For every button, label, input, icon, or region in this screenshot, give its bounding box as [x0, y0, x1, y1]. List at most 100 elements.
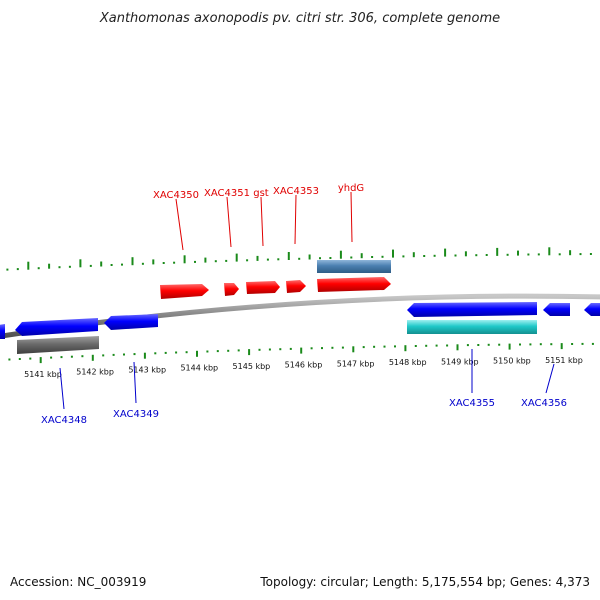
label-XAC4353[interactable]: XAC4353 — [273, 186, 319, 197]
label-XAC4351[interactable]: XAC4351 — [204, 188, 250, 199]
gene-gst[interactable] — [246, 281, 280, 294]
upper-tick — [27, 261, 30, 270]
upper-tick — [579, 253, 582, 256]
gene-XAC4353[interactable] — [286, 280, 306, 293]
lower-tick — [300, 347, 303, 354]
lower-tick — [519, 343, 521, 346]
scale-label: 5141 kbp — [24, 370, 62, 379]
lower-tick — [216, 350, 219, 353]
lower-tick — [248, 349, 251, 356]
upper-tick — [266, 258, 269, 261]
scale-label: 5144 kbp — [180, 364, 218, 373]
scale-label: 5147 kbp — [337, 359, 375, 368]
upper-tick — [68, 265, 71, 268]
lower-tick — [362, 346, 365, 349]
lower-tick — [70, 355, 73, 358]
gene-XAC4351[interactable] — [224, 283, 239, 296]
connector-yhdG — [350, 191, 353, 243]
upper-tick — [214, 260, 217, 263]
upper-tick — [392, 249, 394, 258]
upper-tick — [121, 263, 123, 266]
upper-tick — [569, 250, 572, 256]
connector-XAC4348 — [59, 367, 65, 410]
upper-tick — [204, 257, 207, 263]
connector-XAC4349 — [133, 361, 137, 404]
lower-tick — [425, 344, 428, 347]
reverse-strand-features — [0, 302, 600, 354]
upper-tick — [454, 254, 457, 257]
gene-XAC4348-gray[interactable] — [17, 336, 99, 354]
label-XAC4350[interactable]: XAC4350 — [153, 190, 199, 201]
upper-tick — [589, 253, 592, 255]
upper-tick — [246, 259, 249, 262]
gene-XAC4349[interactable] — [104, 314, 158, 330]
lower-tick — [143, 352, 146, 359]
feature-yhdG-steelblue[interactable] — [317, 260, 391, 273]
label-XAC4355[interactable]: XAC4355 — [449, 398, 495, 409]
connector-XAC4353 — [294, 194, 297, 245]
upper-tick — [16, 268, 19, 271]
upper-tick — [79, 259, 82, 268]
summary-text: Topology: circular; Length: 5,175,554 bp… — [259, 575, 590, 589]
upper-tick — [537, 253, 540, 256]
lower-tick — [8, 358, 11, 361]
bottom-gene-labels: XAC4348 XAC4349 XAC4355 XAC4356 — [41, 349, 567, 426]
upper-tick — [517, 250, 519, 256]
label-yhdG[interactable]: yhdG — [338, 183, 364, 194]
gene-XAC4356[interactable] — [543, 303, 570, 316]
connector-XAC4356 — [545, 363, 555, 394]
upper-tick — [412, 252, 415, 258]
gene-yhdG[interactable] — [317, 277, 391, 292]
lower-tick — [91, 354, 94, 361]
lower-tick-scale: 5141 kbp 5142 kbp 5143 kbp 5144 kbp 5145 kbp… — [8, 342, 594, 379]
scale-label: 5145 kbp — [233, 362, 271, 371]
gene-XAC4355[interactable] — [407, 302, 537, 317]
upper-tick — [506, 253, 509, 256]
upper-tick — [444, 248, 447, 257]
gene-XAC4355-cyan[interactable] — [407, 320, 537, 334]
upper-tick — [360, 253, 363, 259]
lower-tick — [164, 351, 167, 354]
lower-tick — [206, 350, 209, 353]
upper-tick-scale — [6, 247, 592, 271]
lower-tick — [279, 348, 282, 351]
lower-tick — [310, 347, 313, 350]
upper-tick — [464, 251, 467, 257]
upper-tick — [308, 254, 311, 260]
upper-tick — [235, 253, 238, 262]
top-gene-labels: XAC4350 XAC4351 gst XAC4353 yhdG — [153, 183, 364, 251]
label-gst[interactable]: gst — [253, 188, 269, 199]
lower-tick — [289, 347, 292, 350]
lower-tick — [591, 342, 594, 345]
gene-left-edge[interactable] — [0, 324, 5, 339]
upper-tick — [141, 262, 144, 265]
upper-tick — [173, 261, 176, 264]
lower-tick — [154, 352, 157, 355]
upper-tick — [485, 254, 488, 256]
lower-tick — [60, 356, 63, 359]
lower-tick — [81, 355, 84, 358]
lower-tick — [29, 357, 32, 360]
gene-right-edge[interactable] — [584, 303, 600, 316]
lower-tick — [498, 343, 501, 346]
gene-XAC4348[interactable] — [15, 318, 98, 336]
upper-tick — [287, 252, 290, 260]
lower-tick — [352, 346, 355, 353]
scale-label: 5150 kbp — [493, 357, 531, 366]
label-XAC4356[interactable]: XAC4356 — [521, 398, 567, 409]
gene-XAC4350[interactable] — [160, 284, 209, 299]
upper-tick — [371, 256, 374, 258]
upper-tick — [162, 262, 165, 264]
label-XAC4349[interactable]: XAC4349 — [113, 409, 159, 420]
map-title: Xanthomonas axonopodis pv. citri str. 30… — [99, 11, 500, 26]
upper-tick — [152, 259, 155, 265]
lower-tick — [404, 345, 407, 352]
upper-tick — [225, 259, 228, 262]
upper-tick — [475, 254, 478, 257]
lower-tick — [321, 347, 323, 350]
upper-tick — [319, 257, 321, 260]
lower-tick — [383, 345, 386, 348]
label-XAC4348[interactable]: XAC4348 — [41, 415, 87, 426]
upper-tick — [423, 255, 426, 257]
